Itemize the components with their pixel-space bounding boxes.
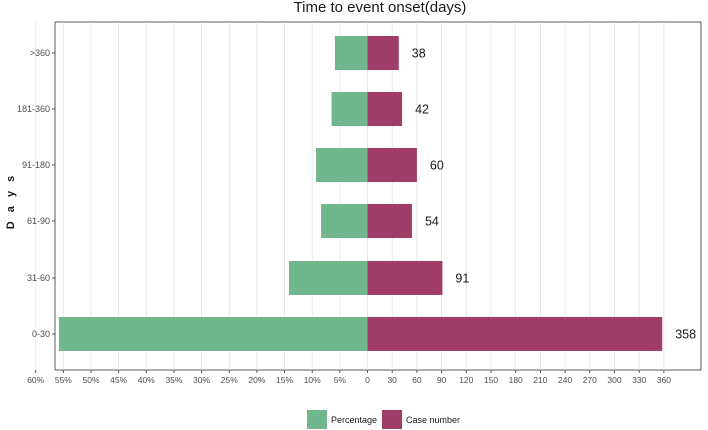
- x-tick-label: 120: [459, 375, 473, 385]
- data-label: 38: [412, 47, 426, 61]
- category-label: 91-180: [22, 160, 50, 170]
- x-tick-label: 60%: [27, 375, 44, 385]
- legend-label: Case number: [406, 415, 460, 425]
- category-label: 61-90: [27, 216, 50, 226]
- data-label: 91: [455, 272, 469, 286]
- x-tick-label: 0: [365, 375, 370, 385]
- x-tick-label: 25%: [221, 375, 238, 385]
- x-tick-label: 5%: [334, 375, 347, 385]
- x-tick-label: 20%: [248, 375, 265, 385]
- x-tick-label: 30%: [193, 375, 210, 385]
- bar-case-number: [367, 92, 403, 126]
- x-tick-label: 150: [484, 375, 498, 385]
- bar-case-number: [367, 36, 399, 70]
- x-tick-label: 45%: [110, 375, 127, 385]
- x-tick-label: 300: [607, 375, 621, 385]
- gridlines: [35, 22, 665, 370]
- bar-percentage: [288, 261, 368, 295]
- x-axis-ticks: 60% 55% 50% 45% 40% 35% 30% 25% 20% 15% 10% 5% 0 30 60…: [27, 370, 671, 385]
- data-label: 358: [675, 328, 696, 342]
- category-label: 0-30: [32, 329, 50, 339]
- x-tick-label: 15%: [276, 375, 293, 385]
- category-label: 31-60: [27, 273, 50, 283]
- bar-case-number: [367, 261, 443, 295]
- legend: Percentage Case number: [307, 410, 460, 429]
- x-tick-label: 180: [509, 375, 523, 385]
- bar-percentage: [316, 148, 368, 182]
- bar-case-number: [367, 148, 417, 182]
- x-tick-label: 60: [412, 375, 422, 385]
- bar-percentage: [58, 317, 368, 351]
- category-tick-labels: 0-30 31-60 61-90 91-180 181-360 >360: [17, 48, 55, 339]
- data-label: 60: [430, 159, 444, 173]
- category-label: >360: [30, 48, 50, 58]
- y-axis-label: D a y s: [5, 173, 17, 229]
- x-tick-label: 360: [657, 375, 671, 385]
- x-tick-label: 210: [533, 375, 547, 385]
- x-tick-label: 270: [583, 375, 597, 385]
- bar-percentage: [334, 36, 368, 70]
- bar-percentage: [321, 204, 368, 238]
- data-labels: 358 91 54 60 42 38: [412, 47, 696, 342]
- bars: [58, 36, 663, 351]
- x-tick-label: 330: [632, 375, 646, 385]
- category-label: 181-360: [17, 104, 50, 114]
- x-tick-label: 50%: [82, 375, 99, 385]
- plot-panel-border: [54, 21, 702, 371]
- legend-swatch: [307, 410, 327, 429]
- bar-percentage: [331, 92, 368, 126]
- x-tick-label: 90: [437, 375, 447, 385]
- data-label: 42: [415, 103, 429, 117]
- legend-label: Percentage: [331, 415, 377, 425]
- x-tick-label: 10%: [304, 375, 321, 385]
- x-tick-label: 240: [558, 375, 572, 385]
- x-tick-label: 30: [387, 375, 397, 385]
- x-tick-label: 35%: [165, 375, 182, 385]
- x-tick-label: 55%: [55, 375, 72, 385]
- legend-swatch: [382, 410, 402, 429]
- x-tick-label: 40%: [138, 375, 155, 385]
- data-label: 54: [425, 215, 439, 229]
- chart-title: Time to event onset(days): [294, 0, 467, 16]
- bar-case-number: [367, 204, 412, 238]
- bar-case-number: [367, 317, 663, 351]
